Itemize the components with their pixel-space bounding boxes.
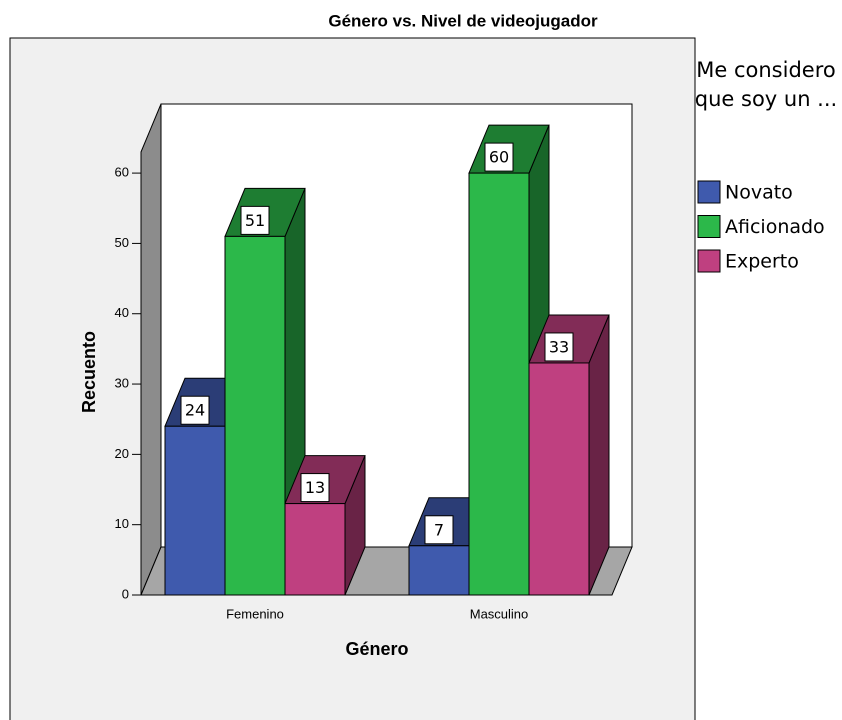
legend-title: Me considero que soy un ... bbox=[694, 58, 838, 111]
bar bbox=[164, 425, 226, 596]
y-tick-label: 50 bbox=[115, 235, 129, 250]
value-label: 24 bbox=[185, 401, 205, 420]
side-wall bbox=[140, 103, 162, 596]
value-label-box bbox=[544, 332, 574, 362]
bar bbox=[224, 235, 286, 596]
value-label: 60 bbox=[489, 148, 509, 167]
legend-swatch bbox=[697, 249, 721, 273]
bar bbox=[408, 545, 470, 596]
chart-title: Género vs. Nivel de videojugador bbox=[328, 11, 598, 30]
legend-swatch bbox=[697, 180, 721, 204]
y-tick-label: 40 bbox=[115, 305, 129, 320]
value-label: 33 bbox=[549, 337, 569, 356]
legend-label: Experto bbox=[725, 251, 799, 273]
value-label: 51 bbox=[245, 211, 265, 230]
bar bbox=[468, 172, 530, 596]
value-label-box bbox=[424, 515, 454, 545]
value-label: 7 bbox=[434, 520, 444, 539]
legend-swatch bbox=[697, 215, 721, 238]
value-label-box bbox=[484, 142, 514, 172]
value-label-box bbox=[180, 395, 210, 425]
legend-label: Novato bbox=[725, 182, 793, 204]
legend-label: Aficionado bbox=[725, 216, 825, 238]
x-tick-label: Masculino bbox=[470, 606, 529, 621]
value-label: 13 bbox=[305, 478, 325, 497]
value-label-box bbox=[300, 473, 330, 503]
bar bbox=[284, 503, 346, 596]
x-axis-title: Género bbox=[345, 639, 408, 659]
y-tick-label: 0 bbox=[122, 586, 129, 601]
y-tick-label: 30 bbox=[115, 375, 129, 390]
x-tick-label: Femenino bbox=[226, 606, 284, 621]
y-tick-label: 60 bbox=[115, 165, 129, 180]
y-tick-label: 20 bbox=[115, 446, 129, 461]
y-axis-title: Recuento bbox=[79, 331, 99, 413]
value-label-box bbox=[240, 205, 270, 235]
bar bbox=[528, 362, 590, 596]
y-tick-label: 10 bbox=[115, 516, 129, 531]
